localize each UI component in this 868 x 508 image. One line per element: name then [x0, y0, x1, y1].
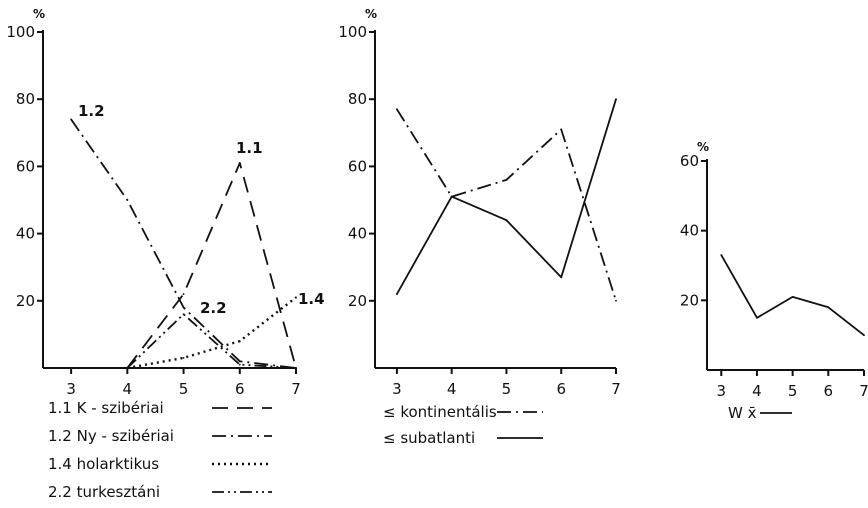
y-tick-label: 60	[16, 157, 35, 175]
x-tick-label: 7	[611, 380, 621, 398]
y-tick-label: 20	[348, 292, 367, 310]
data-point	[182, 313, 185, 316]
data-point	[505, 219, 508, 222]
data-point	[756, 316, 758, 319]
data-point	[560, 128, 563, 131]
x-tick-label: 5	[788, 382, 798, 400]
data-point	[70, 118, 73, 121]
data-point	[182, 306, 185, 309]
y-tick-label: 80	[16, 90, 35, 108]
series-label: 2.2	[200, 299, 227, 317]
x-tick-label: 3	[716, 382, 726, 400]
series-line-w-x-	[720, 254, 865, 336]
x-tick-label: 6	[235, 380, 245, 398]
data-point	[863, 334, 865, 337]
series-label: 1.4	[298, 290, 325, 308]
x-tick-label: 3	[392, 380, 402, 398]
x-tick-label: 7	[291, 380, 301, 398]
y-unit-label: %	[33, 7, 45, 21]
series-label: 1.2	[78, 102, 105, 120]
data-point	[396, 293, 398, 295]
series-line-1-1	[126, 162, 297, 369]
data-point	[720, 254, 723, 256]
data-point	[827, 306, 830, 309]
legend-text: 1.2 Ny - szibériai	[48, 427, 174, 445]
data-point	[615, 299, 617, 302]
data-point	[238, 360, 241, 363]
x-tick-label: 4	[752, 382, 762, 400]
series-line-1-4	[127, 296, 297, 370]
x-tick-label: 5	[179, 380, 189, 398]
data-point	[182, 293, 185, 295]
y-unit-label: %	[365, 7, 377, 21]
legend-text: ≤ subatlanti	[383, 429, 475, 447]
y-tick-label: 40	[348, 225, 367, 243]
legend-text: W x̄	[728, 404, 757, 422]
y-tick-label: 100	[6, 23, 35, 41]
y-tick-label: 80	[348, 90, 367, 108]
data-point	[295, 296, 297, 299]
data-point	[560, 276, 563, 279]
x-tick-label: 7	[859, 382, 868, 400]
x-tick-label: 6	[824, 382, 834, 400]
legend-text: 1.4 holarktikus	[48, 455, 159, 473]
x-tick-label: 4	[447, 380, 457, 398]
data-point	[182, 357, 185, 359]
data-point	[238, 162, 241, 164]
legend-text: 1.1 K - szibériai	[48, 399, 164, 417]
y-tick-label: 20	[16, 292, 35, 310]
data-point	[238, 340, 241, 343]
y-tick-label: 20	[680, 291, 699, 309]
legend-text: ≤ kontinentális	[383, 403, 497, 421]
data-point	[126, 367, 129, 369]
data-point	[505, 178, 508, 181]
data-point	[791, 295, 794, 298]
data-point	[615, 98, 617, 101]
data-point	[295, 367, 297, 369]
x-tick-label: 5	[502, 380, 512, 398]
data-point	[450, 195, 453, 198]
x-tick-label: 4	[123, 380, 133, 398]
y-tick-label: 60	[348, 157, 367, 175]
y-tick-label: 60	[680, 152, 699, 170]
data-point	[238, 363, 241, 366]
legend-text: 2.2 turkesztáni	[48, 483, 160, 501]
x-tick-label: 3	[66, 380, 76, 398]
y-unit-label: %	[697, 140, 709, 154]
series-line-2-2	[126, 313, 297, 369]
data-point	[396, 108, 398, 111]
y-tick-label: 40	[16, 225, 35, 243]
data-point	[126, 199, 129, 201]
y-tick-label: 100	[338, 23, 367, 41]
x-tick-label: 6	[556, 380, 566, 398]
series-label: 1.1	[236, 139, 263, 157]
y-tick-label: 40	[680, 222, 699, 240]
